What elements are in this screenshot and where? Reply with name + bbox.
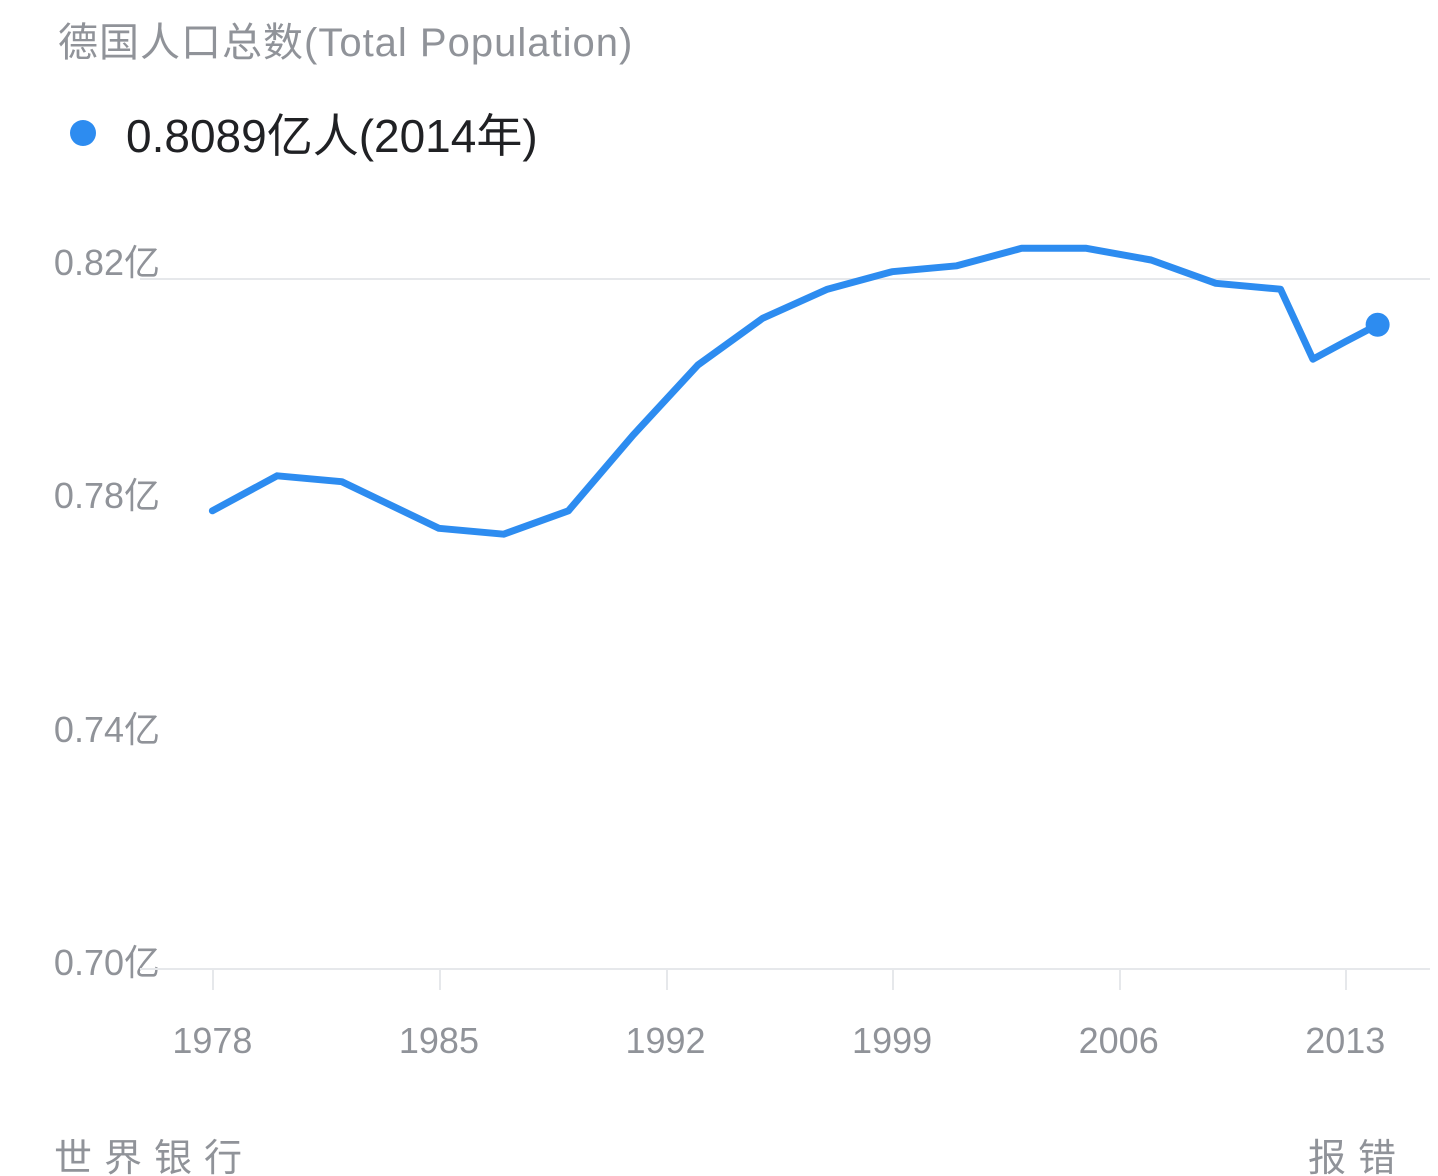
- line-chart-svg: [0, 0, 1438, 1176]
- chart-container: 德国人口总数(Total Population) 0.8089亿人(2014年)…: [0, 0, 1438, 1176]
- footer-report-error[interactable]: 报错: [1308, 1127, 1408, 1176]
- series-line: [212, 248, 1377, 534]
- last-point-marker: [1366, 313, 1390, 337]
- footer-source: 世界银行: [54, 1127, 254, 1176]
